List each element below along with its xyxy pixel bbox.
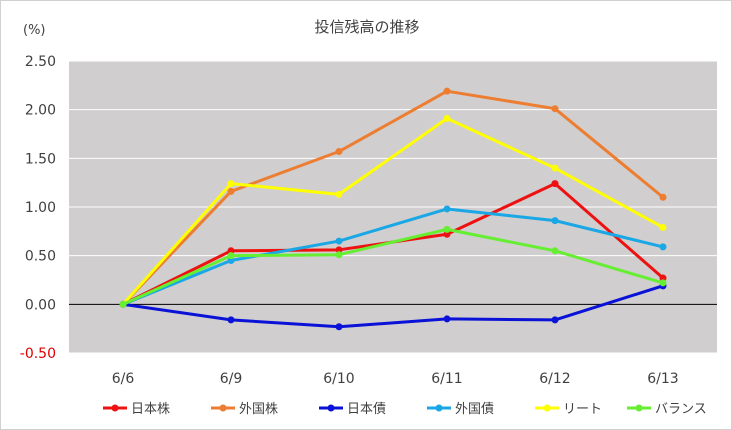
y-axis-ticks: 2.50 2.00 1.50 1.00 0.50 0.00 -0.50 bbox=[20, 54, 56, 362]
data-point bbox=[660, 194, 667, 201]
legend-label: 日本株 bbox=[131, 402, 170, 417]
data-point bbox=[444, 115, 451, 122]
y-tick-label: 0.50 bbox=[25, 249, 56, 265]
data-point bbox=[552, 316, 559, 323]
legend-marker bbox=[636, 405, 643, 412]
y-tick-label: 1.00 bbox=[25, 200, 56, 216]
legend-marker bbox=[220, 405, 227, 412]
data-point bbox=[552, 180, 559, 187]
legend-label: バランス bbox=[655, 402, 707, 417]
legend-marker bbox=[436, 405, 443, 412]
y-tick-label: -0.50 bbox=[20, 346, 56, 362]
legend-item: バランス bbox=[627, 402, 707, 417]
x-tick-label: 6/13 bbox=[647, 371, 678, 387]
legend-item: 日本債 bbox=[319, 402, 386, 417]
y-tick-label: 2.50 bbox=[25, 54, 56, 70]
x-tick-label: 6/9 bbox=[220, 371, 243, 387]
legend-marker bbox=[544, 405, 551, 412]
data-point bbox=[660, 279, 667, 286]
legend-item: 外国債 bbox=[427, 402, 494, 417]
legend-label: 日本債 bbox=[347, 402, 386, 417]
legend-item: 日本株 bbox=[103, 402, 170, 417]
chart-title: 投信残高の推移 bbox=[314, 18, 419, 36]
data-point bbox=[336, 191, 343, 198]
data-point bbox=[552, 217, 559, 224]
y-tick-label: 0.00 bbox=[25, 297, 56, 313]
data-point bbox=[552, 247, 559, 254]
data-point bbox=[228, 252, 235, 259]
x-tick-label: 6/12 bbox=[539, 371, 570, 387]
data-point bbox=[444, 315, 451, 322]
x-tick-label: 6/11 bbox=[431, 371, 462, 387]
legend-item: リート bbox=[535, 402, 602, 417]
legend: 日本株 外国株 日本債 外国債 リート バランス bbox=[103, 402, 707, 417]
data-point bbox=[660, 224, 667, 231]
data-point bbox=[336, 148, 343, 155]
data-point bbox=[336, 251, 343, 258]
x-tick-label: 6/6 bbox=[112, 371, 135, 387]
data-point bbox=[660, 243, 667, 250]
x-tick-label: 6/10 bbox=[323, 371, 354, 387]
y-tick-label: 2.00 bbox=[25, 103, 56, 119]
data-point bbox=[444, 205, 451, 212]
legend-label: リート bbox=[563, 402, 602, 417]
legend-label: 外国債 bbox=[455, 402, 494, 417]
data-point bbox=[336, 238, 343, 245]
data-point bbox=[228, 188, 235, 195]
legend-item: 外国株 bbox=[211, 402, 278, 417]
legend-label: 外国株 bbox=[239, 402, 278, 417]
x-axis-ticks: 6/6 6/9 6/10 6/11 6/12 6/13 bbox=[112, 371, 679, 387]
data-point bbox=[228, 316, 235, 323]
y-axis-unit: (%) bbox=[23, 23, 46, 38]
data-point bbox=[444, 88, 451, 95]
data-point bbox=[336, 323, 343, 330]
data-point bbox=[228, 180, 235, 187]
data-point bbox=[120, 301, 127, 308]
data-point bbox=[552, 165, 559, 172]
data-point bbox=[552, 105, 559, 112]
legend-marker bbox=[112, 405, 119, 412]
y-tick-label: 1.50 bbox=[25, 151, 56, 167]
legend-marker bbox=[328, 405, 335, 412]
data-point bbox=[444, 226, 451, 233]
